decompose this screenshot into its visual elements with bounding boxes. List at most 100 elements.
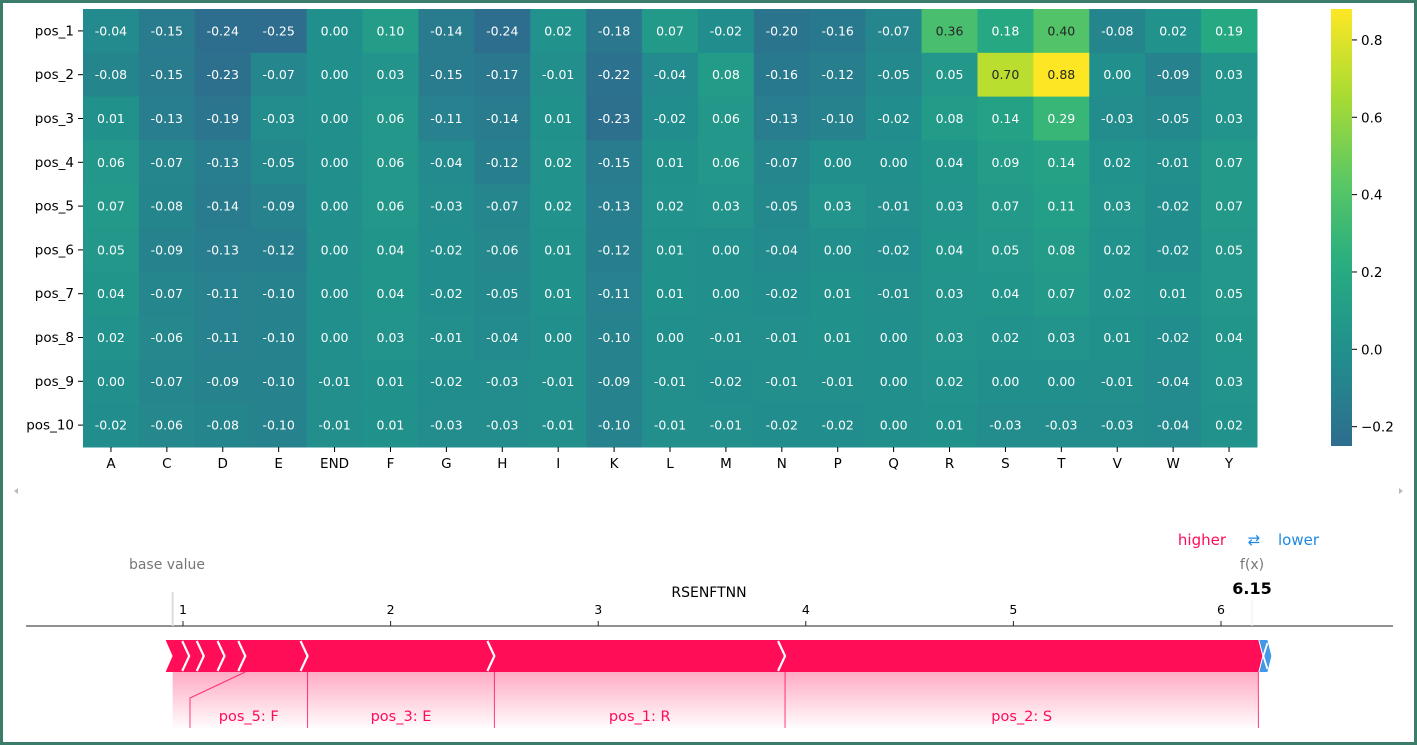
heatmap-cell <box>1089 52 1146 98</box>
heatmap-cell <box>418 52 475 98</box>
heatmap-cell-label: 0.02 <box>1159 23 1187 38</box>
heatmap-cell-label: 0.00 <box>824 155 852 170</box>
heatmap-cell <box>250 359 308 404</box>
heatmap-cell <box>977 9 1034 54</box>
heatmap-cell-label: -0.02 <box>822 418 854 433</box>
heatmap-cell-label: 0.11 <box>1047 199 1075 214</box>
heatmap-cell <box>921 403 978 448</box>
heatmap-cell <box>1201 52 1258 98</box>
heatmap-cell <box>865 9 923 54</box>
scroll-right-icon[interactable] <box>1399 488 1403 494</box>
heatmap-cell <box>138 96 196 141</box>
heatmap-cell-label: -0.08 <box>151 199 183 214</box>
heatmap-cell <box>697 403 755 448</box>
heatmap-cell <box>753 403 811 448</box>
heatmap-cell <box>194 271 252 317</box>
x-tick-label: Y <box>1224 456 1234 472</box>
heatmap-cell <box>1201 184 1258 229</box>
heatmap-cell <box>809 359 867 404</box>
heatmap-cell <box>138 315 196 360</box>
heatmap-cell-label: -0.11 <box>598 286 630 301</box>
heatmap-cell-label: 0.01 <box>824 330 852 345</box>
heatmap-cell-label: 0.03 <box>1047 330 1075 345</box>
heatmap-cell <box>138 359 196 404</box>
heatmap-cell-label: -0.07 <box>877 23 909 38</box>
heatmap-cell-label: 0.40 <box>1047 23 1075 38</box>
heatmap-cell <box>642 184 699 229</box>
heatmap-cell-label: -0.05 <box>262 155 294 170</box>
heatmap-cell-label: 0.09 <box>992 155 1020 170</box>
x-tick-label: N <box>777 456 787 472</box>
heatmap-cell-label: 0.01 <box>656 155 684 170</box>
heatmap-cell-label: -0.01 <box>766 374 798 389</box>
heatmap-cell <box>921 140 978 185</box>
colorbar-tick-label: −0.2 <box>1361 420 1394 436</box>
heatmap-cell <box>194 96 252 141</box>
heatmap-cell <box>83 52 140 98</box>
heatmap-cell-label: -0.13 <box>207 155 239 170</box>
heatmap-cell-label: 0.00 <box>1047 374 1075 389</box>
heatmap-cell-label: -0.13 <box>151 111 183 126</box>
heatmap-cell <box>642 403 699 448</box>
heatmap-cell <box>921 228 978 273</box>
heatmap-cell-label: -0.23 <box>207 67 239 82</box>
heatmap-cell <box>753 140 811 185</box>
heatmap-cell-label: 0.03 <box>712 199 740 214</box>
heatmap-cell-label: 0.02 <box>936 374 964 389</box>
heatmap-cell-label: -0.10 <box>262 418 294 433</box>
heatmap-cell <box>1201 271 1258 317</box>
y-tick-label: pos_6 <box>35 242 74 258</box>
heatmap-cell <box>138 140 196 185</box>
heatmap-cell-label: -0.01 <box>542 374 574 389</box>
heatmap-cell-label: -0.08 <box>1101 23 1133 38</box>
heatmap-cell <box>1145 9 1202 54</box>
heatmap-cell <box>865 228 923 273</box>
heatmap-cell-label: -0.01 <box>1101 374 1133 389</box>
heatmap-cell <box>697 140 755 185</box>
heatmap-cell-label: 0.00 <box>321 286 349 301</box>
heatmap-cell-label: 0.04 <box>377 242 405 257</box>
heatmap-cell <box>921 9 978 54</box>
heatmap-cell-label: 0.01 <box>824 286 852 301</box>
heatmap-cell-label: -0.25 <box>262 23 294 38</box>
heatmap-cell-label: -0.01 <box>710 418 742 433</box>
heatmap-cell-label: -0.01 <box>318 374 350 389</box>
heatmap-cell-label: 0.19 <box>1215 23 1243 38</box>
heatmap-cell-label: -0.03 <box>486 418 518 433</box>
heatmap-cell <box>1089 140 1146 185</box>
heatmap-cell-label: -0.05 <box>877 67 909 82</box>
heatmap-cell <box>1089 228 1146 273</box>
heatmap-cell-label: -0.01 <box>430 330 462 345</box>
x-tick-label: L <box>666 456 674 472</box>
heatmap-cell-label: 0.00 <box>712 286 740 301</box>
heatmap-cell-label: 0.02 <box>656 199 684 214</box>
heatmap-cell <box>1201 140 1258 185</box>
x-tick-label: A <box>106 456 116 472</box>
heatmap-cell <box>250 9 308 54</box>
heatmap-cell-label: -0.11 <box>207 330 239 345</box>
heatmap-cell <box>250 140 308 185</box>
heatmap-cell-label: 0.70 <box>992 67 1020 82</box>
x-tick-label: W <box>1166 456 1179 472</box>
heatmap-cell-label: 0.03 <box>377 330 405 345</box>
heatmap-cell <box>753 315 811 360</box>
heatmap-cell-label: 0.05 <box>97 242 125 257</box>
heatmap-cell <box>83 403 140 448</box>
heatmap-cell-label: -0.01 <box>542 67 574 82</box>
heatmap-cell <box>697 228 755 273</box>
colorbar-tick-label: 0.6 <box>1361 110 1382 126</box>
heatmap-cell-label: 0.03 <box>1103 199 1131 214</box>
heatmap-cell <box>474 52 531 98</box>
heatmap-cell <box>362 403 419 448</box>
heatmap-cell-label: -0.07 <box>486 199 518 214</box>
heatmap-cell-label: 0.06 <box>377 199 405 214</box>
x-tick-label: S <box>1001 456 1010 472</box>
heatmap-cell <box>138 52 196 98</box>
scroll-left-icon[interactable] <box>14 488 18 494</box>
heatmap-cell <box>418 140 475 185</box>
heatmap-cell-label: -0.02 <box>1157 199 1189 214</box>
heatmap-cell <box>194 359 252 404</box>
heatmap-cell <box>753 52 811 98</box>
heatmap-cell-label: -0.08 <box>95 67 127 82</box>
heatmap-cell-label: -0.01 <box>877 286 909 301</box>
